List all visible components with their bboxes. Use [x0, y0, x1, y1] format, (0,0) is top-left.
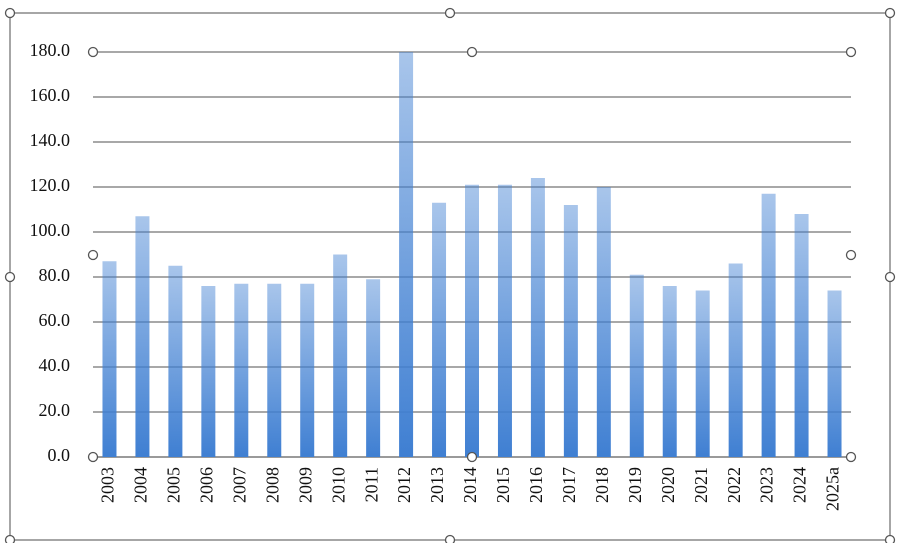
y-tick-label: 160.0 — [30, 85, 71, 105]
bar — [563, 205, 578, 457]
bar — [596, 187, 611, 457]
x-tick-label: 2017 — [559, 467, 579, 503]
x-tick-label: 2018 — [592, 467, 612, 503]
x-tick-label: 2022 — [724, 467, 744, 503]
plot-area: 0.0 20.0 40.0 60.0 80.0 100.0 120.0 140.0 160.0 1… — [30, 40, 851, 511]
x-tick-label: 2024 — [790, 467, 810, 503]
x-tick-label: 2015 — [493, 467, 513, 503]
y-tick-label: 180.0 — [30, 40, 71, 60]
y-tick-label: 140.0 — [30, 130, 71, 150]
x-tick-label: 2025a — [823, 467, 843, 511]
x-tick-label: 2003 — [98, 467, 118, 503]
x-tick-label: 2008 — [262, 467, 282, 503]
bar — [530, 178, 545, 457]
x-tick-label: 2020 — [658, 467, 678, 503]
x-tick-label: 2010 — [328, 467, 348, 503]
y-tick-label: 60.0 — [39, 310, 71, 330]
bar — [300, 283, 315, 457]
bar — [497, 184, 512, 457]
bar — [695, 290, 710, 457]
bar — [728, 263, 743, 457]
bar — [794, 214, 809, 457]
bar — [135, 216, 150, 457]
x-tick-label: 2021 — [691, 467, 711, 503]
bar — [662, 286, 677, 457]
selection-handles[interactable] — [4, 7, 896, 543]
y-tick-label: 80.0 — [39, 265, 71, 285]
bar — [234, 283, 249, 457]
bar — [465, 184, 479, 457]
x-tick-label: 2019 — [625, 467, 645, 503]
x-tick-label: 2011 — [361, 467, 381, 502]
y-tick-label: 120.0 — [30, 175, 71, 195]
y-tick-label: 0.0 — [48, 445, 71, 465]
bar — [267, 283, 282, 457]
x-tick-label: 2004 — [131, 467, 151, 503]
x-tick-label: 2006 — [196, 467, 216, 503]
bar — [102, 261, 117, 457]
bar — [432, 202, 447, 457]
x-tick-label: 2016 — [526, 467, 546, 503]
x-tick-label: 2007 — [229, 467, 249, 503]
bar — [201, 286, 216, 457]
y-tick-label: 40.0 — [39, 355, 71, 375]
bar — [333, 254, 348, 457]
bar — [366, 279, 381, 457]
bar — [399, 52, 414, 457]
x-tick-label: 2005 — [164, 467, 184, 503]
y-tick-label: 100.0 — [30, 220, 71, 240]
bar — [629, 274, 644, 457]
bar — [168, 265, 183, 457]
x-tick-label: 2009 — [295, 467, 315, 503]
bar — [827, 290, 842, 457]
x-tick-label: 2014 — [460, 467, 480, 503]
x-tick-label: 2023 — [757, 467, 777, 503]
x-tick-label: 2012 — [394, 467, 414, 503]
bar — [761, 193, 776, 457]
x-tick-label: 2013 — [427, 467, 447, 503]
y-tick-label: 20.0 — [39, 400, 71, 420]
